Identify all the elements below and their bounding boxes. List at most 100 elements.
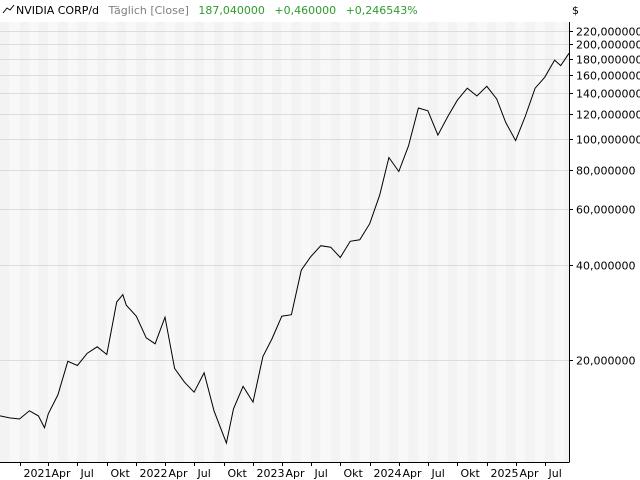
- month-band: [467, 22, 477, 462]
- plot-border: [0, 22, 570, 463]
- month-band: [369, 22, 380, 462]
- month-band: [252, 22, 263, 462]
- time-tick-label: 2023: [257, 467, 285, 480]
- time-tick-label: 2024: [374, 467, 402, 480]
- price-tick-label: 220,000000: [576, 26, 640, 39]
- month-band: [223, 22, 234, 462]
- month-band: [48, 22, 58, 462]
- month-band: [204, 22, 214, 462]
- period-label: Täglich [Close]: [108, 4, 189, 17]
- month-band: [515, 22, 526, 462]
- price-gridlines: [0, 31, 569, 361]
- time-tick-label: Jul: [314, 467, 328, 480]
- time-tick-label: Apr: [169, 467, 189, 480]
- month-band: [320, 22, 331, 462]
- month-band: [126, 22, 137, 462]
- time-axis: 2021 Apr Jul Okt 2022 Apr Jul Okt 2023 Apr Jul Okt 2…: [20, 462, 562, 480]
- month-band: [106, 22, 117, 462]
- month-band: [19, 22, 30, 462]
- month-band: [29, 22, 39, 462]
- month-band: [310, 22, 321, 462]
- time-tick-label: 2022: [140, 467, 168, 480]
- price-tick-label: 80,000000: [576, 165, 636, 178]
- time-tick-label: Okt: [344, 467, 364, 480]
- time-tick-label: Apr: [403, 467, 423, 480]
- month-band: [155, 22, 166, 462]
- currency-label: $: [572, 4, 579, 17]
- time-tick-label: Jul: [548, 467, 562, 480]
- month-band: [9, 22, 20, 462]
- month-band: [0, 22, 10, 462]
- price-tick-label: 40,000000: [576, 260, 636, 273]
- price-line: [0, 53, 570, 445]
- month-band: [544, 22, 555, 462]
- time-tick-label: Okt: [111, 467, 131, 480]
- month-band: [505, 22, 516, 462]
- time-tick-label: Jul: [80, 467, 94, 480]
- month-band: [554, 22, 565, 462]
- month-band: [116, 22, 127, 462]
- month-band: [359, 22, 370, 462]
- month-band: [194, 22, 205, 462]
- month-band: [379, 22, 389, 462]
- month-band: [165, 22, 175, 462]
- month-band: [398, 22, 409, 462]
- price-change: +0,460000: [274, 4, 336, 17]
- svg-text:NVIDIA CORP/d Täglich [C: NVIDIA CORP/d Täglich [Close] 187,040000…: [16, 4, 418, 17]
- last-price: 187,040000: [198, 4, 264, 17]
- month-band: [535, 22, 545, 462]
- month-band: [136, 22, 147, 462]
- price-tick-label: 60,000000: [576, 204, 636, 217]
- month-band: [57, 22, 68, 462]
- price-axis: 20,000000 40,000000 60,000000 80,000000 100,…: [569, 26, 640, 368]
- month-band: [427, 22, 438, 462]
- chart-header: NVIDIA CORP/d Täglich [Close] 187,040000…: [2, 4, 579, 17]
- month-band: [408, 22, 419, 462]
- time-tick-label: 2025: [491, 467, 519, 480]
- month-band: [418, 22, 428, 462]
- month-band: [262, 22, 272, 462]
- month-band: [174, 22, 185, 462]
- month-band: [243, 22, 253, 462]
- price-tick-label: 160,000000: [576, 70, 640, 83]
- month-band: [476, 22, 487, 462]
- month-band: [496, 22, 506, 462]
- month-band: [291, 22, 302, 462]
- price-tick-label: 100,000000: [576, 134, 640, 147]
- month-band: [486, 22, 497, 462]
- month-band: [281, 22, 292, 462]
- month-bands: [0, 22, 569, 462]
- price-tick-label: 20,000000: [576, 355, 636, 368]
- time-tick-label: Jul: [197, 467, 211, 480]
- month-band: [67, 22, 78, 462]
- month-band: [340, 22, 351, 462]
- month-band: [447, 22, 458, 462]
- month-band: [271, 22, 282, 462]
- month-band: [146, 22, 156, 462]
- time-tick-label: 2021: [24, 467, 52, 480]
- month-band: [213, 22, 224, 462]
- line-chart-icon: [2, 4, 15, 14]
- price-tick-label: 140,000000: [576, 88, 640, 101]
- month-band: [457, 22, 468, 462]
- month-band: [38, 22, 49, 462]
- price-tick-label: 120,000000: [576, 109, 640, 122]
- price-tick-label: 180,000000: [576, 54, 640, 67]
- month-band: [87, 22, 98, 462]
- month-band: [330, 22, 341, 462]
- month-band: [564, 22, 569, 462]
- time-tick-label: Okt: [228, 467, 248, 480]
- price-change-percent: +0,246543%: [346, 4, 418, 17]
- time-tick-label: Okt: [461, 467, 481, 480]
- time-tick-label: Apr: [520, 467, 540, 480]
- month-band: [233, 22, 244, 462]
- month-band: [525, 22, 536, 462]
- month-band: [97, 22, 107, 462]
- time-tick-label: Jul: [431, 467, 445, 480]
- month-band: [350, 22, 360, 462]
- symbol-label: NVIDIA CORP/d: [16, 4, 99, 17]
- month-band: [77, 22, 88, 462]
- price-tick-label: 200,000000: [576, 39, 640, 52]
- time-tick-label: Apr: [52, 467, 72, 480]
